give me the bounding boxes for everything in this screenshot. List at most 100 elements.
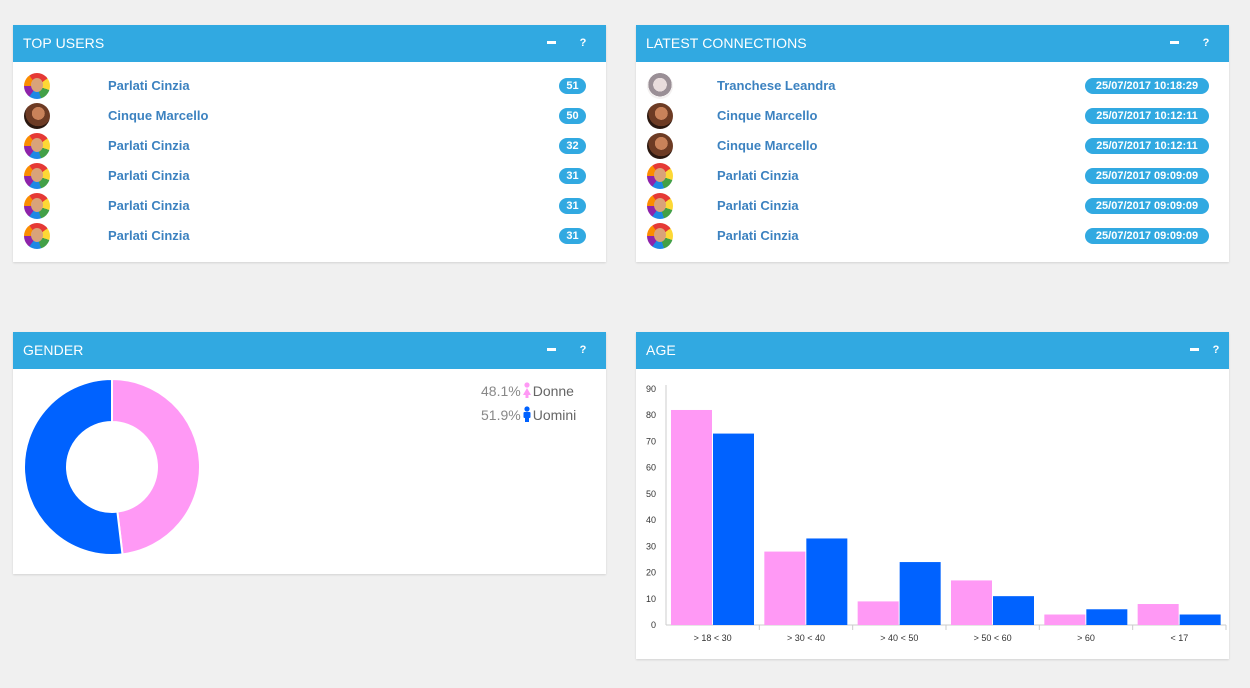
top-user-row: Parlati Cinzia 51 — [13, 72, 606, 102]
legend-uomini: 51.9% Uomini — [481, 406, 576, 423]
legend-donne: 48.1% Donne — [481, 382, 574, 399]
top-user-row: Parlati Cinzia 32 — [13, 132, 606, 162]
timestamp-badge: 25/07/2017 10:12:11 — [1085, 138, 1209, 154]
user-name-link[interactable]: Parlati Cinzia — [108, 168, 190, 183]
count-badge: 31 — [559, 168, 586, 184]
female-icon — [522, 382, 531, 398]
bar-male-0[interactable] — [713, 433, 754, 625]
y-tick-label: 0 — [651, 620, 656, 630]
user-name-link[interactable]: Parlati Cinzia — [717, 168, 799, 183]
gender-donut-chart — [23, 377, 201, 556]
connection-row: Parlati Cinzia 25/07/2017 09:09:09 — [636, 222, 1229, 252]
connection-row: Parlati Cinzia 25/07/2017 09:09:09 — [636, 162, 1229, 192]
gender-panel: GENDER ? 48.1% Donne 51.9% Uomini — [13, 332, 606, 574]
x-tick-label: > 50 < 60 — [974, 633, 1012, 643]
bar-male-3[interactable] — [993, 596, 1034, 625]
top-user-row: Parlati Cinzia 31 — [13, 162, 606, 192]
avatar[interactable] — [647, 193, 673, 219]
y-tick-label: 90 — [646, 384, 656, 394]
y-tick-label: 10 — [646, 594, 656, 604]
connection-row: Cinque Marcello 25/07/2017 10:12:11 — [636, 102, 1229, 132]
y-tick-label: 70 — [646, 436, 656, 446]
user-name-link[interactable]: Parlati Cinzia — [108, 228, 190, 243]
count-badge: 50 — [559, 108, 586, 124]
bar-female-5[interactable] — [1137, 604, 1179, 625]
count-badge: 31 — [559, 198, 586, 214]
help-button[interactable]: ? — [1202, 37, 1210, 49]
minus-icon — [1169, 40, 1179, 44]
legend-uomini-pct: 51.9% — [481, 407, 521, 423]
timestamp-badge: 25/07/2017 09:09:09 — [1085, 198, 1209, 214]
avatar[interactable] — [647, 163, 673, 189]
bar-male-4[interactable] — [1086, 609, 1128, 625]
avatar[interactable] — [24, 103, 50, 129]
user-name-link[interactable]: Parlati Cinzia — [108, 138, 190, 153]
bar-female-0[interactable] — [671, 409, 712, 625]
bar-male-2[interactable] — [899, 562, 941, 625]
bar-female-3[interactable] — [951, 580, 992, 625]
user-name-link[interactable]: Parlati Cinzia — [108, 198, 190, 213]
donut-slice-donne[interactable] — [111, 377, 201, 556]
minimize-button[interactable] — [1167, 34, 1181, 52]
connection-row: Tranchese Leandra 25/07/2017 10:18:29 — [636, 72, 1229, 102]
avatar[interactable] — [24, 163, 50, 189]
top-user-row: Parlati Cinzia 31 — [13, 192, 606, 222]
user-name-link[interactable]: Cinque Marcello — [108, 108, 209, 123]
help-button[interactable]: ? — [1212, 344, 1220, 356]
y-tick-label: 40 — [646, 515, 656, 525]
user-name-link[interactable]: Tranchese Leandra — [717, 78, 836, 93]
user-name-link[interactable]: Parlati Cinzia — [717, 228, 799, 243]
legend-uomini-label: Uomini — [532, 407, 577, 423]
age-title: AGE — [646, 342, 676, 358]
age-header: AGE ? — [636, 332, 1229, 369]
help-button[interactable]: ? — [579, 37, 587, 49]
donut-slice-uomini[interactable] — [23, 377, 124, 556]
bar-female-1[interactable] — [764, 551, 806, 625]
age-bar-chart: 0 10 20 30 40 50 60 70 80 90 > 18 < 30 > 30 < 40 > 4… — [646, 384, 1227, 643]
avatar[interactable] — [647, 133, 673, 159]
avatar[interactable] — [647, 223, 673, 249]
timestamp-badge: 25/07/2017 10:12:11 — [1085, 108, 1209, 124]
timestamp-badge: 25/07/2017 09:09:09 — [1085, 228, 1209, 244]
latest-connections-header: LATEST CONNECTIONS ? — [636, 25, 1229, 62]
user-name-link[interactable]: Cinque Marcello — [717, 138, 818, 153]
x-tick-label: > 30 < 40 — [787, 633, 825, 643]
user-name-link[interactable]: Parlati Cinzia — [717, 198, 799, 213]
minimize-button[interactable] — [544, 34, 558, 52]
user-name-link[interactable]: Cinque Marcello — [717, 108, 818, 123]
top-user-row: Cinque Marcello 50 — [13, 102, 606, 132]
timestamp-badge: 25/07/2017 10:18:29 — [1085, 78, 1209, 94]
avatar[interactable] — [24, 193, 50, 219]
timestamp-badge: 25/07/2017 09:09:09 — [1085, 168, 1209, 184]
help-button[interactable]: ? — [579, 344, 587, 356]
y-tick-label: 80 — [646, 410, 656, 420]
avatar[interactable] — [24, 73, 50, 99]
bar-male-5[interactable] — [1179, 614, 1221, 625]
avatar[interactable] — [24, 133, 50, 159]
top-user-row: Parlati Cinzia 31 — [13, 222, 606, 252]
count-badge: 31 — [559, 228, 586, 244]
x-tick-label: > 60 — [1077, 633, 1095, 643]
avatar[interactable] — [647, 73, 673, 99]
latest-connections-title: LATEST CONNECTIONS — [646, 35, 807, 51]
minus-icon — [546, 347, 556, 351]
bar-female-4[interactable] — [1044, 614, 1086, 625]
top-users-header: TOP USERS ? — [13, 25, 606, 62]
avatar[interactable] — [24, 223, 50, 249]
minimize-button[interactable] — [544, 341, 558, 359]
count-badge: 32 — [559, 138, 586, 154]
avatar[interactable] — [647, 103, 673, 129]
count-badge: 51 — [559, 78, 586, 94]
x-tick-label: < 17 — [1170, 633, 1188, 643]
bar-male-1[interactable] — [806, 538, 848, 625]
connection-row: Parlati Cinzia 25/07/2017 09:09:09 — [636, 192, 1229, 222]
top-users-title: TOP USERS — [23, 35, 105, 51]
gender-header: GENDER ? — [13, 332, 606, 369]
bar-female-2[interactable] — [857, 601, 899, 625]
minus-icon — [546, 40, 556, 44]
latest-connections-panel: LATEST CONNECTIONS ? Tranchese Leandra 25… — [636, 25, 1229, 262]
legend-donne-label: Donne — [532, 383, 574, 399]
minimize-button[interactable] — [1187, 341, 1201, 359]
age-panel: AGE ? 0 10 20 30 40 50 60 70 80 90 > 18 < 30 > 30 <… — [636, 332, 1229, 659]
user-name-link[interactable]: Parlati Cinzia — [108, 78, 190, 93]
